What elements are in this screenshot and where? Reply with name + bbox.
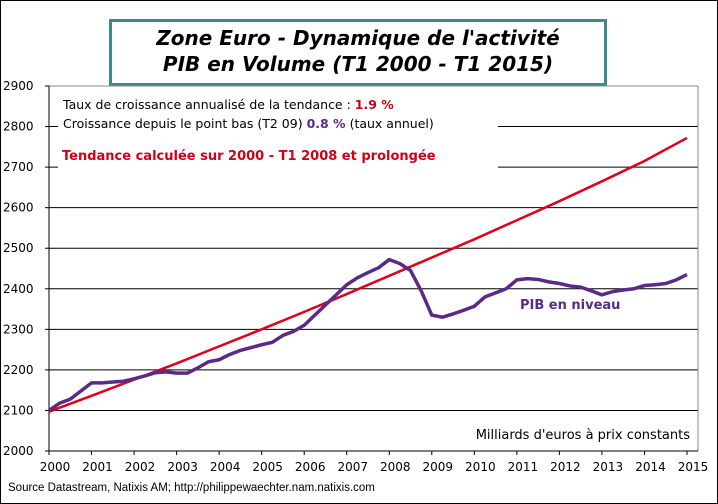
x-tick-label: 2011: [508, 460, 539, 474]
title-line-1: Zone Euro - Dynamique de l'activité: [156, 26, 560, 50]
x-tick-label: 2001: [82, 460, 113, 474]
since-low-value: 0.8 %: [307, 116, 346, 131]
trend-rate-value: 1.9 %: [355, 97, 394, 112]
x-tick-label: 2005: [252, 460, 283, 474]
x-tick-label: 2013: [593, 460, 624, 474]
units-label: Milliards d'euros à prix constants: [476, 428, 691, 443]
x-tick-label: 2007: [337, 460, 368, 474]
trend-rate-annotation: Taux de croissance annualisé de la tenda…: [62, 97, 394, 112]
y-tick-label: 2500: [3, 241, 34, 255]
trend-rate-label: Taux de croissance annualisé de la tenda…: [62, 97, 355, 112]
x-tick-label: 2015: [678, 460, 709, 474]
since-low-annotation: Croissance depuis le point bas (T2 09) 0…: [63, 116, 434, 131]
x-tick-label: 2000: [40, 460, 71, 474]
x-tick-label: 2010: [465, 460, 496, 474]
x-tick-label: 2014: [635, 460, 666, 474]
y-tick-label: 2600: [3, 201, 34, 215]
trend-note: Tendance calculée sur 2000 - T1 2008 et …: [62, 149, 436, 164]
series-lines: [48, 136, 688, 413]
x-tick-label: 2006: [295, 460, 326, 474]
axes: 2000 2100 2200 2300 2400 2500 2600 2700 2800 2900…: [3, 79, 708, 474]
y-tick-label: 2800: [3, 120, 34, 134]
pib-line: [48, 257, 688, 412]
y-tick-label: 2900: [3, 79, 34, 93]
since-low-suffix: (taux annuel): [346, 116, 434, 131]
x-tick-label: 2009: [423, 460, 454, 474]
since-low-label: Croissance depuis le point bas (T2 09): [63, 116, 307, 131]
x-tick-label: 2008: [380, 460, 411, 474]
chart-title: Zone Euro - Dynamique de l'activité PIB …: [109, 19, 607, 86]
annotation-background: [58, 90, 498, 173]
x-tick-label: 2003: [167, 460, 198, 474]
y-tick-label: 2700: [3, 160, 34, 174]
title-line-2: PIB en Volume (T1 2000 - T1 2015): [162, 52, 554, 76]
y-tick-label: 2300: [3, 322, 34, 336]
trend-line: [48, 136, 688, 413]
y-tick-label: 2400: [3, 282, 34, 296]
y-tick-label: 2000: [3, 444, 34, 458]
y-tick-label: 2100: [3, 403, 34, 417]
x-tick-label: 2002: [125, 460, 156, 474]
x-tick-label: 2012: [550, 460, 581, 474]
pib-series-label: PIB en niveau: [520, 298, 620, 313]
y-tick-label: 2200: [3, 363, 34, 377]
source-note: Source Datastream, Natixis AM; http://ph…: [8, 482, 375, 494]
x-tick-label: 2004: [210, 460, 241, 474]
